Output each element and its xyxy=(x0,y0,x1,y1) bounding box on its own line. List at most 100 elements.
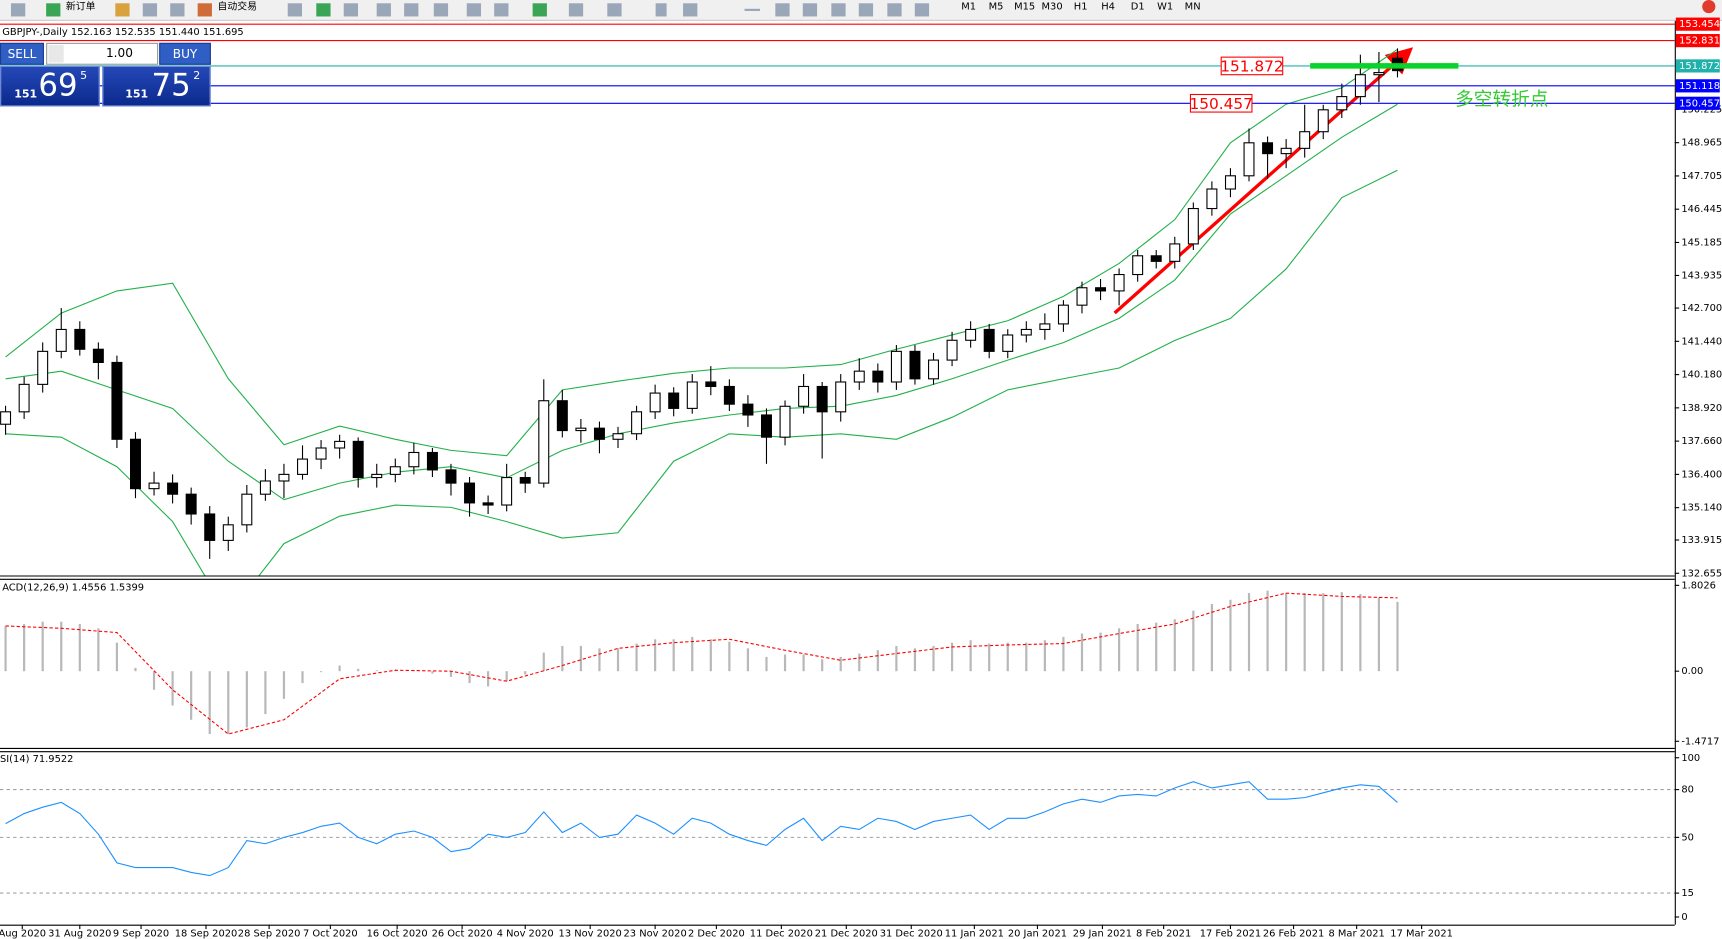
candle-body xyxy=(612,433,624,440)
icon[interactable] xyxy=(858,3,874,17)
toolbar-icons xyxy=(10,0,1716,17)
price-box-label: 151.118 xyxy=(1679,81,1720,92)
icon[interactable] xyxy=(744,8,760,11)
icon[interactable] xyxy=(343,3,359,17)
candle-body xyxy=(686,381,698,409)
x-tick-label: 8 Feb 2021 xyxy=(1136,928,1191,938)
icon[interactable] xyxy=(404,3,419,17)
icon[interactable] xyxy=(115,3,130,17)
buy-button[interactable]: BUY xyxy=(159,42,211,65)
candle-body xyxy=(408,451,420,468)
macd-bar xyxy=(1136,624,1139,672)
buy-price[interactable]: 151 75 2 xyxy=(102,65,211,107)
timeframe[interactable]: W1 xyxy=(1157,2,1173,13)
auto-trading[interactable]: 自动交易 xyxy=(217,0,257,13)
icon[interactable] xyxy=(831,3,846,17)
y-tick-label: 133.915 xyxy=(1681,535,1722,546)
x-tick-label: 9 Sep 2020 xyxy=(113,928,169,938)
candle-body xyxy=(593,427,605,440)
price-prefix: 151 xyxy=(125,88,149,102)
timeframe[interactable]: H4 xyxy=(1101,2,1115,13)
x-tick-label: 20 Jan 2021 xyxy=(1008,928,1067,938)
x-tick-label: 8 Mar 2021 xyxy=(1328,928,1384,938)
macd-bar xyxy=(227,671,230,735)
icon[interactable] xyxy=(775,3,790,17)
sell-button[interactable]: SELL xyxy=(0,42,44,65)
x-tick-label: 7 Oct 2020 xyxy=(303,928,358,938)
icon[interactable] xyxy=(287,3,303,17)
candle-body xyxy=(92,348,104,364)
macd-bar xyxy=(654,639,657,672)
price-box xyxy=(1675,17,1720,31)
candle-body xyxy=(278,473,290,482)
macd-bar xyxy=(913,648,917,672)
x-tick-label: 11 Dec 2020 xyxy=(750,928,813,938)
price-point: 5 xyxy=(80,70,88,83)
price-prefix: 151 xyxy=(14,88,38,102)
y-tick-label: 142.700 xyxy=(1681,303,1722,314)
icon[interactable] xyxy=(170,3,185,17)
lot-dropdown[interactable] xyxy=(48,45,64,63)
icon[interactable] xyxy=(197,3,212,17)
icon[interactable] xyxy=(142,3,158,17)
icon[interactable] xyxy=(607,3,622,17)
one-click-trading: SELL 1.00 BUY 151 69 5 151 75 2 xyxy=(0,42,211,107)
macd-bar xyxy=(1006,642,1009,672)
icon[interactable] xyxy=(568,3,584,17)
macd-bar xyxy=(41,621,44,672)
x-tick-label: 23 Nov 2020 xyxy=(624,928,687,938)
icon[interactable] xyxy=(376,3,391,17)
timeframe[interactable]: M15 xyxy=(1014,2,1035,13)
candle-body xyxy=(1002,334,1014,352)
icon[interactable] xyxy=(683,3,698,17)
macd-bar xyxy=(728,641,731,672)
timeframe[interactable]: D1 xyxy=(1131,2,1145,13)
macd-bar xyxy=(1266,590,1269,672)
timeframe[interactable]: M1 xyxy=(961,2,976,13)
candle-body xyxy=(37,350,49,385)
icon[interactable] xyxy=(887,3,902,17)
candle-body xyxy=(111,361,123,440)
y-tick-label: 1.8026 xyxy=(1681,580,1716,591)
macd-bar xyxy=(542,652,545,672)
candle-body xyxy=(185,493,197,515)
icon[interactable] xyxy=(914,3,930,17)
pane-title: ACD(12,26,9) 1.4556 1.5399 xyxy=(2,583,144,594)
timeframe[interactable]: M5 xyxy=(989,2,1004,13)
macd-bar xyxy=(264,671,267,715)
level-tag: 150.457 xyxy=(1189,95,1253,113)
candle-body xyxy=(631,411,643,435)
timeframe[interactable]: H1 xyxy=(1074,2,1088,13)
macd-bar xyxy=(487,671,490,687)
lot-input[interactable]: 1.00 xyxy=(46,42,159,65)
candle-body xyxy=(723,385,735,405)
new-order[interactable]: 新订单 xyxy=(66,0,96,13)
x-tick-label: 11 Jan 2021 xyxy=(945,928,1004,938)
icon[interactable] xyxy=(655,3,667,17)
icon[interactable] xyxy=(466,3,482,17)
bollinger-band xyxy=(5,48,1398,457)
candle-body xyxy=(1076,287,1088,306)
price-box xyxy=(1675,59,1720,73)
timeframe[interactable]: MN xyxy=(1185,2,1201,13)
icon[interactable] xyxy=(316,3,331,17)
icon[interactable] xyxy=(46,3,61,17)
icon[interactable] xyxy=(433,3,449,17)
icon[interactable] xyxy=(802,3,818,17)
icon[interactable] xyxy=(532,3,547,17)
notification[interactable] xyxy=(1702,0,1716,14)
macd-bar xyxy=(895,645,898,672)
macd-bar xyxy=(171,671,174,706)
icon[interactable] xyxy=(10,3,26,17)
candle-body xyxy=(538,400,550,484)
rsi-line xyxy=(5,781,1398,877)
candle-body xyxy=(445,469,457,484)
candle-body xyxy=(1262,142,1274,155)
timeframe[interactable]: M30 xyxy=(1042,2,1063,13)
macd-bar xyxy=(579,645,582,672)
macd-bar xyxy=(1099,632,1102,672)
sell-price[interactable]: 151 69 5 xyxy=(0,65,100,107)
y-tick-label: 140.180 xyxy=(1681,370,1722,381)
x-tick-label: 18 Sep 2020 xyxy=(175,928,238,938)
icon[interactable] xyxy=(494,3,509,17)
